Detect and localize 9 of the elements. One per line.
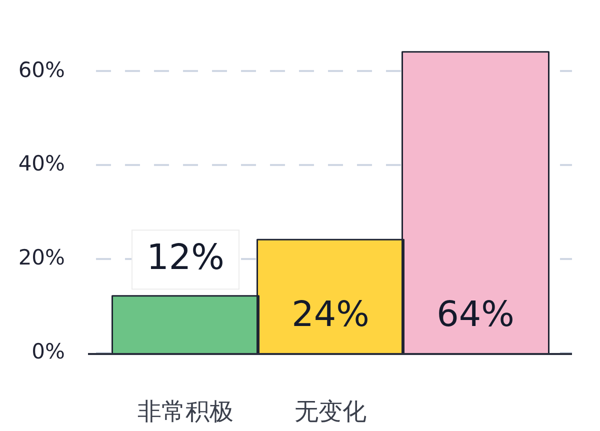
y-tick-label: 0% — [32, 339, 65, 364]
y-tick-label: 40% — [18, 152, 65, 176]
data-label: 64% — [436, 295, 514, 336]
x-tick-label: 无变化 — [294, 398, 366, 426]
x-tick-label: 非常积极 — [138, 398, 234, 426]
data-label: 12% — [146, 238, 224, 278]
data-label: 24% — [292, 295, 370, 336]
y-tick-label: 60% — [18, 58, 65, 82]
y-tick-label: 20% — [18, 246, 65, 270]
